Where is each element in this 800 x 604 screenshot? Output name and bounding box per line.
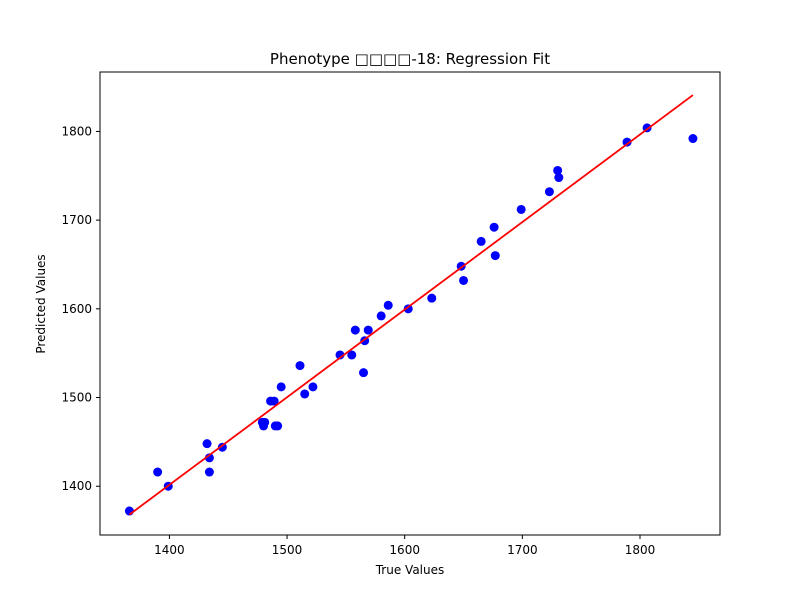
y-axis-label: Predicted Values — [34, 254, 48, 353]
data-point-32 — [490, 251, 500, 261]
x-tick-label-1800: 1800 — [625, 543, 656, 557]
data-point-24 — [376, 311, 386, 321]
y-tick-label-1400: 1400 — [61, 479, 92, 493]
data-point-1 — [153, 467, 163, 477]
chart-title: Phenotype □□□□-18: Regression Fit — [270, 50, 550, 68]
x-tick-label-1400: 1400 — [154, 543, 185, 557]
data-point-25 — [383, 300, 393, 310]
data-point-4 — [204, 467, 214, 477]
y-tick-label-1600: 1600 — [61, 302, 92, 316]
data-point-3 — [202, 439, 212, 449]
data-point-15 — [295, 361, 305, 371]
data-point-39 — [688, 134, 698, 144]
data-point-29 — [459, 275, 469, 285]
data-point-26 — [403, 304, 413, 314]
data-point-9 — [260, 417, 270, 427]
data-point-6 — [217, 442, 227, 452]
data-point-30 — [476, 236, 486, 246]
data-point-14 — [276, 382, 286, 392]
data-point-19 — [347, 350, 357, 360]
y-tick-label-1500: 1500 — [61, 391, 92, 405]
data-point-13 — [273, 421, 283, 431]
data-point-27 — [427, 293, 437, 303]
data-point-33 — [516, 204, 526, 214]
data-point-11 — [269, 396, 279, 406]
axes-frame — [99, 71, 721, 536]
regression-fit-line — [128, 94, 694, 516]
x-axis-label: True Values — [375, 563, 445, 577]
y-axis-ticks: 1400 1500 1600 1700 1800 — [61, 124, 100, 493]
data-point-37 — [622, 137, 632, 147]
x-tick-label-1700: 1700 — [507, 543, 538, 557]
data-point-21 — [359, 368, 369, 378]
data-point-23 — [363, 325, 373, 335]
x-axis-ticks: 1400 1500 1600 1700 1800 — [154, 535, 655, 557]
data-point-5 — [204, 453, 214, 463]
data-point-20 — [350, 325, 360, 335]
y-tick-label-1700: 1700 — [61, 213, 92, 227]
data-point-31 — [489, 222, 499, 232]
data-point-16 — [300, 389, 310, 399]
x-tick-label-1600: 1600 — [389, 543, 420, 557]
y-tick-label-1800: 1800 — [61, 124, 92, 138]
data-point-36 — [554, 173, 564, 183]
data-point-34 — [544, 187, 554, 197]
x-tick-label-1500: 1500 — [272, 543, 303, 557]
data-point-17 — [308, 382, 318, 392]
plot-area — [124, 94, 698, 516]
data-point-35 — [553, 165, 563, 175]
